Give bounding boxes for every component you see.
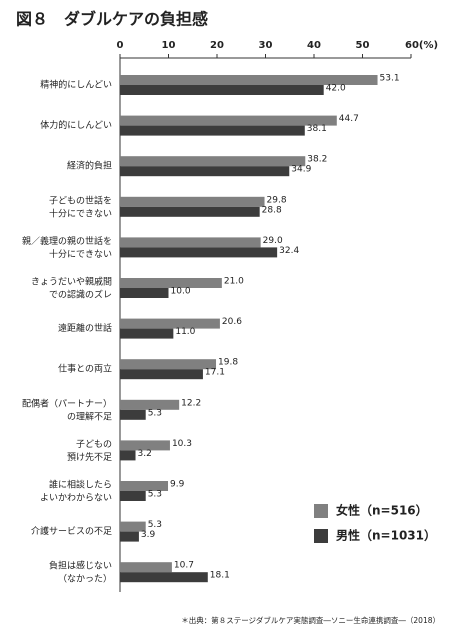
value-label: 10.7: [174, 561, 194, 571]
value-label: 10.0: [171, 287, 191, 297]
bar: [120, 328, 174, 339]
bar: [120, 206, 260, 217]
legend-swatch: [314, 529, 328, 543]
value-label: 3.9: [141, 530, 156, 540]
value-label: 29.8: [267, 195, 287, 205]
bar: [120, 237, 261, 248]
y-tick-label: 子どもの預け先不足: [67, 438, 112, 462]
x-tick-label: 60(%): [405, 40, 438, 51]
y-tick-label: 配偶者（パートナー）の理解不足: [22, 397, 112, 422]
value-label: 5.3: [148, 490, 162, 500]
bar: [120, 491, 146, 501]
bar: [120, 572, 208, 583]
value-label: 21.0: [224, 277, 244, 287]
legend-label: 女性（n=516）: [336, 503, 428, 518]
bar: [120, 85, 324, 95]
bar: [120, 369, 203, 380]
y-tick-label: 親／義理の親の世話を十分にできない: [22, 234, 112, 259]
bar: [120, 115, 337, 126]
value-label: 9.9: [170, 480, 185, 490]
legend-label: 男性（n=1031）: [336, 528, 436, 543]
bar: [120, 196, 265, 207]
bar: [120, 359, 217, 370]
footnote: ＊出典：第８ステージダブルケア実態調査―ソニー生命連携調査―（2018）: [181, 615, 440, 625]
bar: [120, 450, 136, 461]
y-tick-label: 仕事との両立: [58, 363, 112, 375]
bar: [120, 399, 180, 410]
bar: [120, 278, 222, 288]
value-label: 42.0: [326, 84, 346, 94]
value-label: 12.2: [181, 398, 201, 408]
value-label: 17.1: [205, 368, 225, 378]
bar: [120, 166, 290, 177]
y-tick-label: 誰に相談したらよいかわからない: [40, 478, 112, 503]
bar: [120, 318, 220, 329]
bar: [120, 531, 139, 542]
value-label: 53.1: [380, 74, 400, 84]
value-label: 20.6: [222, 317, 242, 327]
bar: [120, 440, 170, 451]
value-label: 38.2: [307, 155, 327, 165]
y-tick-label: 精神的にしんどい: [40, 79, 112, 91]
value-label: 5.3: [148, 520, 162, 530]
x-tick-label: 10: [162, 40, 176, 51]
chart-title: 図８ ダブルケアの負担感: [16, 10, 208, 29]
value-label: 3.2: [138, 449, 152, 459]
y-tick-label: 遠距離の世話: [58, 322, 112, 334]
value-label: 19.8: [218, 358, 238, 368]
value-label: 11.0: [175, 327, 195, 337]
bar: [120, 125, 305, 136]
y-tick-label: 経済的負担: [67, 160, 112, 172]
bar: [120, 562, 172, 573]
bar: [120, 521, 146, 532]
x-tick-label: 30: [259, 40, 273, 51]
value-label: 38.1: [307, 124, 327, 134]
value-label: 18.1: [210, 571, 230, 581]
value-label: 32.4: [279, 246, 299, 256]
legend-swatch: [314, 504, 328, 518]
value-label: 5.3: [148, 408, 162, 418]
value-label: 29.0: [263, 236, 283, 246]
value-label: 44.7: [339, 114, 359, 124]
value-label: 10.3: [172, 439, 192, 449]
x-tick-label: 20: [210, 40, 224, 51]
bar: [120, 481, 169, 491]
value-label: 28.8: [262, 205, 282, 215]
y-tick-label: 体力的にしんどい: [40, 119, 112, 131]
bar: [120, 288, 169, 298]
bar: [120, 156, 306, 167]
x-tick-label: 0: [117, 40, 124, 51]
bar: [120, 247, 278, 258]
y-tick-label: 子どもの世話を十分にできない: [49, 194, 112, 219]
value-label: 34.9: [291, 165, 311, 175]
y-tick-label: きょうだいや親戚間での認識のズレ: [31, 275, 112, 300]
x-tick-label: 50: [356, 40, 370, 51]
y-tick-label: 負担は感じない（なかった）: [49, 559, 112, 584]
y-tick-label: 介護サービスの不足: [31, 525, 112, 537]
bar: [120, 75, 378, 85]
bar: [120, 409, 146, 420]
x-tick-label: 40: [307, 40, 321, 51]
